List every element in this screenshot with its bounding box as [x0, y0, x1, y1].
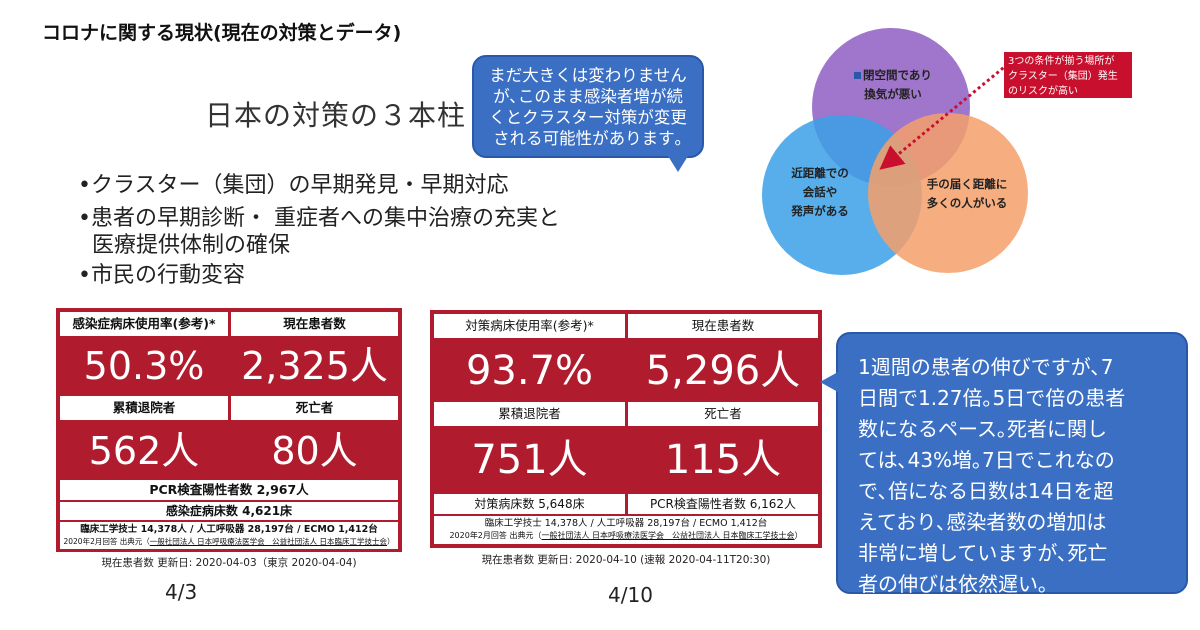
slide-subtitle: 日本の対策の３本柱: [205, 99, 467, 132]
header-discharged: 累積退院者: [434, 402, 625, 426]
header-deaths: 死亡者: [231, 396, 398, 420]
row-pcr-positive: PCR検査陽性者数 6,162人: [628, 494, 818, 514]
venn-circle-right: [868, 113, 1028, 273]
date-label-left: 4/3: [165, 580, 198, 604]
value-bed-usage: 93.7%: [465, 348, 594, 394]
row-pcr-positive: PCR検査陽性者数 2,967人: [60, 480, 398, 500]
stats-panel-right: 対策病床使用率(参考)* 現在患者数 93.7% 5,296人 累積退院者 死亡…: [430, 310, 822, 548]
venn-note: 3つの条件が揃う場所が クラスター（集団）発生 のリスクが高い: [1004, 52, 1132, 98]
row-beds: 感染症病床数 4,621床: [60, 502, 398, 520]
header-current-patients: 現在患者数: [628, 314, 818, 338]
value-deaths: 80人: [271, 429, 358, 473]
bullet-2-continued: 医療提供体制の確保: [92, 233, 291, 258]
header-deaths: 死亡者: [628, 402, 818, 426]
callout-top-line: が､このまま感染者増が続: [493, 87, 683, 106]
callout-top-line: まだ大きくは変わりません: [489, 66, 687, 85]
source-link[interactable]: 一般社団法人 日本呼吸療法医学会 公益社団法人 日本臨床工学技士会: [149, 537, 388, 546]
bullet-1: •クラスター（集団）の早期発見・早期対応: [78, 173, 509, 198]
value-discharged: 562人: [88, 429, 200, 473]
callout-right-line: 日間で1.27倍｡5日で倍の患者: [858, 386, 1126, 410]
callout-right-line: 非常に増していますが､死亡: [858, 541, 1108, 565]
callout-right-line: ては､43%増｡7日でこれなの: [858, 448, 1115, 472]
stats-panel-left: 感染症病床使用率(参考)* 現在患者数 50.3% 2,325人 累積退院者 死…: [56, 308, 402, 552]
header-bed-usage: 対策病床使用率(参考)*: [434, 314, 625, 338]
date-label-right: 4/10: [608, 583, 653, 607]
callout-right-line: で､倍になる日数は14日を超: [858, 479, 1114, 503]
value-current-patients: 5,296人: [645, 348, 801, 394]
callout-right-line: 者の伸びは依然遅い｡: [858, 572, 1048, 596]
bullet-2: •患者の早期診断・ 重症者への集中治療の充実と: [78, 206, 560, 231]
callout-right-line: えており､感染者数の増加は: [858, 510, 1107, 534]
updated-right: 現在患者数 更新日: 2020-04-10 (速報 2020-04-11T20:…: [481, 554, 771, 566]
source-link[interactable]: 一般社団法人 日本呼吸療法医学会 公益社団法人 日本臨床工学技士会: [541, 531, 795, 540]
updated-left: 現在患者数 更新日: 2020-04-03（東京 2020-04-04): [101, 557, 357, 569]
callout-right: 1週間の患者の伸びですが､7 日間で1.27倍｡5日で倍の患者 数になるペース｡…: [836, 332, 1188, 596]
bullet-3: •市民の行動変容: [78, 263, 245, 288]
callout-right-line: 数になるペース｡死者に関し: [858, 417, 1107, 441]
callout-top-line: くとクラスター対策が変更: [489, 108, 687, 127]
header-discharged: 累積退院者: [60, 396, 228, 420]
callout-top: まだ大きくは変わりません が､このまま感染者増が続 くとクラスター対策が変更 さ…: [472, 55, 704, 158]
square-icon: [854, 72, 862, 79]
header-bed-usage: 感染症病床使用率(参考)*: [60, 312, 228, 336]
page-title: コロナに関する現状(現在の対策とデータ): [42, 22, 402, 44]
value-discharged: 751人: [471, 437, 588, 483]
value-deaths: 115人: [664, 437, 782, 483]
venn-label-left: 近距離での 会話や 発声がある: [791, 166, 849, 218]
row-source: 臨床工学技士 14,378人 / 人工呼吸器 28,197台 / ECMO 1,…: [434, 516, 818, 544]
callout-right-line: 1週間の患者の伸びですが､7: [858, 355, 1114, 379]
value-bed-usage: 50.3%: [83, 344, 205, 388]
callout-right-tail: [820, 372, 838, 392]
venn-label-top: 閉空間であり 換気が悪い: [838, 66, 948, 104]
value-current-patients: 2,325人: [241, 344, 388, 388]
header-current-patients: 現在患者数: [231, 312, 398, 336]
venn-label-right: 手の届く距離に 多くの人がいる: [926, 177, 1008, 210]
venn-arrow: [879, 62, 1009, 170]
row-beds: 対策病床数 5,648床: [434, 494, 625, 514]
callout-top-line: される可能性があります｡: [493, 129, 683, 148]
row-source: 臨床工学技士 14,378人 / 人工呼吸器 28,197台 / ECMO 1,…: [60, 522, 398, 549]
callout-top-tail: [668, 156, 688, 172]
